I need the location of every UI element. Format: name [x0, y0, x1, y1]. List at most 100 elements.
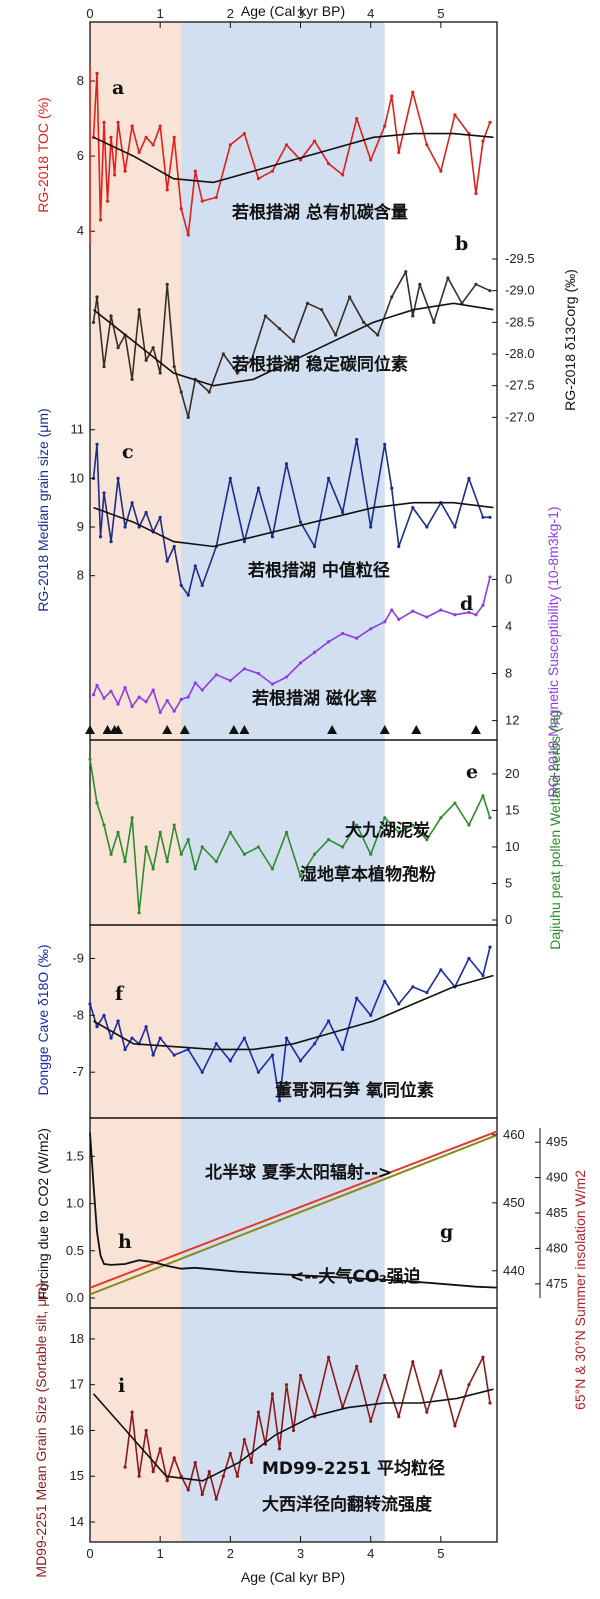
ytick-label-i-4: 18	[70, 1331, 84, 1346]
point-d-15	[193, 681, 197, 685]
shaded-intervals	[90, 22, 385, 1542]
point-c-14	[179, 583, 183, 588]
annotation-e-2: 湿地草本植物孢粉	[300, 864, 436, 885]
point-f-4	[116, 1019, 120, 1023]
point-a-13	[158, 124, 162, 128]
point-c-7	[130, 501, 134, 505]
point-c-13	[172, 544, 176, 549]
point-d-18	[228, 678, 232, 683]
point-e-34	[453, 801, 457, 805]
point-d-33	[425, 615, 429, 619]
point-d-16	[200, 688, 204, 692]
annotation-h: <--大气CO₂强迫	[290, 1266, 422, 1287]
ylabel-a: RG-2018 TOC (%)	[35, 97, 51, 212]
point-c-27	[341, 510, 345, 515]
panel-letter-i: i	[118, 1375, 125, 1397]
point-f-2	[102, 1013, 106, 1017]
point-e-3	[109, 852, 113, 856]
point-f-22	[312, 1042, 317, 1046]
point-i-10	[193, 1460, 197, 1465]
point-c-3	[102, 491, 106, 495]
ins-tick-label-1-4: 495	[546, 1134, 568, 1149]
point-a-20	[214, 195, 218, 200]
point-a-34	[397, 150, 401, 154]
ytick-label-f-2: -9	[72, 950, 84, 965]
point-c-33	[411, 505, 415, 510]
point-e-32	[425, 838, 429, 842]
point-d-39	[488, 575, 492, 579]
point-b-32	[418, 282, 422, 286]
point-e-20	[256, 845, 261, 849]
point-c-17	[200, 583, 204, 588]
point-i-25	[298, 1373, 303, 1378]
point-a-37	[439, 169, 443, 173]
panel-letter-f: f	[115, 983, 125, 1005]
point-e-30	[397, 830, 401, 834]
point-e-31	[411, 823, 415, 827]
ins-tick-label-0-1: 450	[503, 1195, 525, 1210]
point-e-28	[369, 852, 373, 856]
ins-tick-label-1-0: 475	[546, 1276, 568, 1291]
point-c-6	[123, 525, 127, 529]
point-e-23	[298, 874, 303, 878]
ytick-label-c-1: 9	[77, 519, 84, 534]
point-e-35	[467, 823, 471, 827]
point-i-37	[467, 1383, 471, 1387]
ytick-label-e-4: 20	[505, 766, 519, 781]
ytick-label-f-1: -8	[72, 1007, 84, 1022]
point-d-17	[214, 673, 218, 677]
point-d-13	[179, 697, 183, 702]
point-a-21	[228, 143, 232, 147]
point-e-12	[172, 823, 176, 827]
point-e-26	[341, 845, 345, 849]
point-f-20	[284, 1036, 289, 1040]
point-f-6	[130, 1036, 134, 1040]
ylabel-h: Forcing due to CO2 (W/m2)	[35, 1128, 51, 1300]
ytick-label-e-2: 10	[505, 839, 519, 854]
panel-letter-b: b	[455, 233, 468, 255]
top-age-tick-label-0: 0	[86, 6, 93, 21]
point-f-14	[214, 1042, 218, 1046]
point-e-9	[151, 867, 155, 871]
point-a-15	[172, 135, 176, 139]
annotation-f: 董哥洞石笋 氧同位素	[275, 1080, 434, 1101]
labels: Age (Cal kyr BP) Age (Cal kyr BP) a 若根措湖 总有…	[33, 3, 588, 1585]
point-i-31	[383, 1373, 387, 1378]
ylabel-d: RG-2018 Magnetic Susceptibility (10-8m3k…	[545, 506, 561, 797]
point-a-30	[355, 116, 359, 121]
point-b-21	[277, 327, 282, 331]
point-a-27	[312, 139, 317, 143]
point-d-22	[284, 675, 289, 679]
point-c-26	[326, 476, 331, 480]
point-f-25	[355, 996, 359, 1000]
ytick-label-b-3: -28.5	[505, 314, 535, 329]
point-d-10	[158, 710, 162, 714]
point-c-1	[95, 442, 99, 446]
point-e-2	[102, 823, 106, 827]
point-a-22	[242, 131, 246, 136]
ylabel-b: RG-2018 δ13Corg (‰)	[562, 269, 578, 411]
point-f-34	[481, 973, 485, 978]
point-d-9	[151, 688, 155, 692]
point-c-8	[137, 525, 141, 529]
series-line-c	[92, 438, 490, 596]
point-d-23	[298, 661, 303, 665]
point-b-17	[221, 352, 225, 356]
point-b-18	[235, 371, 239, 375]
top-age-axis-title: Age (Cal kyr BP)	[241, 3, 345, 19]
point-i-33	[411, 1360, 415, 1364]
point-c-5	[116, 476, 120, 480]
point-a-31	[369, 158, 373, 162]
point-e-22	[284, 830, 289, 834]
point-e-5	[123, 859, 127, 864]
point-f-15	[228, 1059, 232, 1063]
point-e-19	[242, 852, 246, 856]
ytick-label-h-2: 1.0	[66, 1196, 84, 1211]
point-a-6	[112, 173, 117, 177]
point-i-36	[453, 1424, 457, 1428]
series-line-i	[124, 1356, 491, 1500]
point-f-5	[123, 1047, 127, 1052]
point-f-13	[200, 1070, 204, 1074]
point-i-9	[186, 1488, 190, 1492]
point-b-16	[207, 390, 211, 394]
